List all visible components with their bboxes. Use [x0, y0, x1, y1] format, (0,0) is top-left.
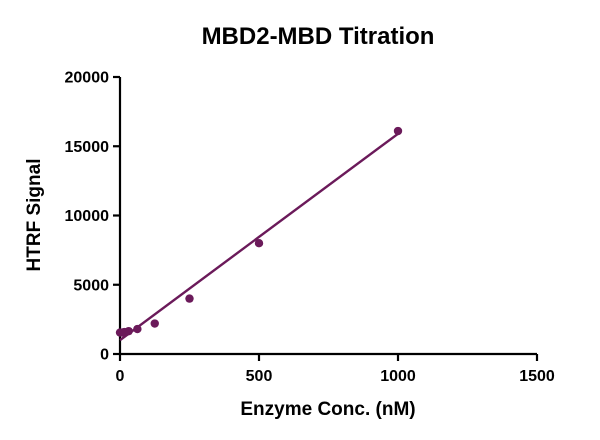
y-tick-label: 0 — [100, 347, 109, 364]
data-point — [124, 326, 133, 336]
y-ticks: 0 5000 10000 15000 20000 — [65, 70, 120, 364]
x-tick-label: 0 — [116, 368, 125, 385]
x-tick-label: 1000 — [380, 368, 416, 385]
y-tick-label: 5000 — [73, 277, 109, 294]
y-tick-label: 10000 — [65, 208, 110, 225]
data-point — [393, 126, 403, 136]
y-tick-label: 20000 — [65, 70, 110, 87]
y-axis-label: HTRF Signal — [24, 159, 45, 272]
data-point — [133, 324, 142, 334]
chart-title: MBD2-MBD Titration — [202, 23, 435, 50]
x-axis-label: Enzyme Conc. (nM) — [240, 399, 415, 420]
fit-line — [119, 132, 399, 342]
x-ticks: 0 500 1000 1500 — [116, 354, 555, 385]
plot-area — [115, 126, 403, 342]
data-point — [150, 319, 159, 328]
x-tick-label: 1500 — [519, 368, 555, 385]
x-tick-label: 500 — [246, 368, 273, 385]
data-point — [254, 239, 264, 248]
y-tick-label: 15000 — [65, 139, 110, 156]
data-point — [185, 294, 194, 303]
